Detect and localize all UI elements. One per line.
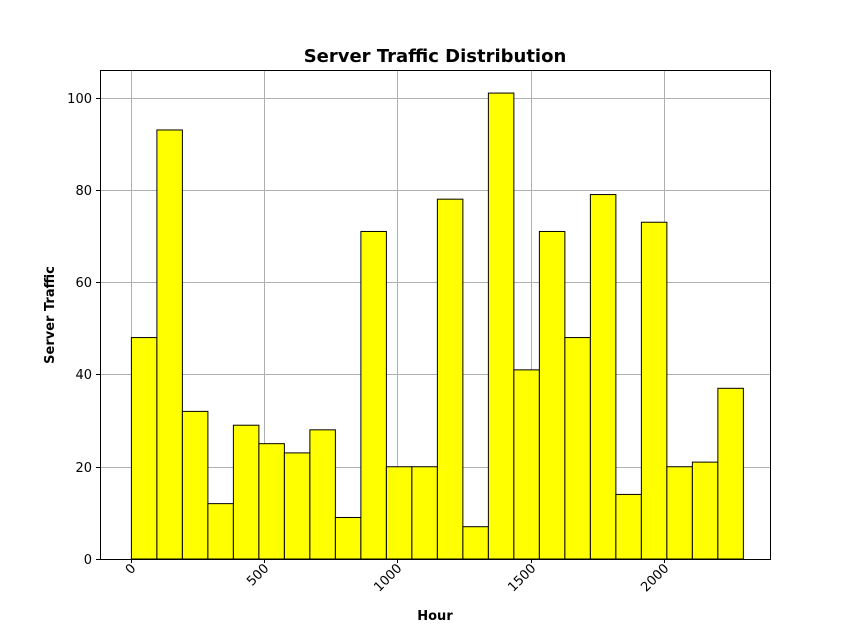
histogram-bar	[385, 466, 413, 560]
y-axis-ticks: 0 20 40 60 80 100	[67, 92, 100, 568]
chart-title: Server Traffic Distribution	[304, 46, 567, 67]
y-axis-label: Server Traffic	[43, 266, 58, 364]
histogram-bar	[615, 493, 642, 560]
histogram-bar	[156, 129, 183, 560]
histogram-bar	[640, 221, 668, 560]
histogram-bar	[258, 443, 285, 560]
histogram-bar	[513, 369, 540, 560]
histogram-bar	[436, 198, 464, 560]
histogram-bar	[207, 503, 234, 560]
y-tick-label: 20	[75, 461, 92, 476]
x-axis-label: Hour	[417, 609, 453, 624]
histogram-bar	[666, 466, 693, 560]
grid-lines	[100, 70, 770, 560]
histogram-bar	[181, 410, 209, 560]
histogram-bar	[130, 337, 158, 560]
bars-group	[130, 92, 744, 560]
histogram-bar	[334, 516, 362, 560]
y-tick-label: 40	[75, 368, 92, 383]
histogram-bar	[309, 429, 336, 560]
histogram-bar	[411, 466, 438, 560]
histogram-bar	[232, 424, 260, 560]
histogram-bar	[538, 230, 566, 560]
histogram-bar	[564, 337, 591, 560]
y-tick-label: 0	[84, 553, 92, 568]
histogram-bar	[691, 461, 719, 560]
y-tick-label: 60	[75, 276, 92, 291]
y-tick-label: 80	[75, 184, 92, 199]
y-tick-label: 100	[67, 92, 92, 107]
histogram-bar	[589, 194, 617, 560]
histogram-bar	[717, 387, 744, 560]
histogram-bar	[283, 452, 311, 560]
histogram-bar	[360, 230, 387, 560]
plot-frame	[100, 70, 771, 560]
histogram-bar	[462, 526, 489, 560]
histogram-bar	[487, 92, 515, 560]
